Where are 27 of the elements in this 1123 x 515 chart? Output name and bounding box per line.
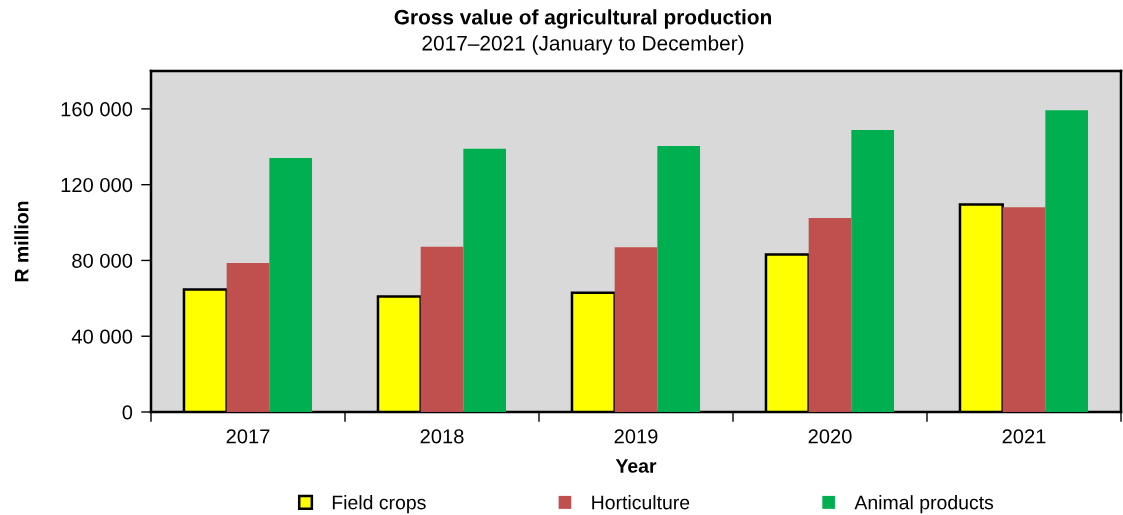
bar <box>657 146 701 412</box>
y-tick-label: 80 000 <box>72 253 133 268</box>
chart-title: Gross value of agricultural production <box>394 9 771 29</box>
bar <box>269 157 313 412</box>
y-axis-title: R million <box>14 201 29 282</box>
bar <box>226 262 270 412</box>
bar <box>808 218 852 412</box>
x-axis-title: Year <box>615 459 657 473</box>
bar <box>420 246 464 412</box>
y-tick-label: 40 000 <box>71 329 133 344</box>
legend-label: Field crops <box>332 495 426 514</box>
x-tick-label: 2021 <box>1002 429 1046 444</box>
bar <box>1002 207 1046 412</box>
bar <box>463 148 507 412</box>
x-tick-label: 2020 <box>808 429 852 444</box>
bar <box>614 247 658 412</box>
x-tick-label: 2017 <box>226 429 270 444</box>
y-tick-label: 120 000 <box>61 177 133 193</box>
y-tick-label: 0 <box>122 405 133 420</box>
y-tick-label: 160 000 <box>61 102 133 117</box>
legend-label: Animal products <box>854 495 994 514</box>
legend-label: Horticulture <box>592 495 690 510</box>
chart-subtitle: 2017–2021 (January to December) <box>422 35 744 55</box>
bar <box>851 129 895 412</box>
x-tick-label: 2018 <box>420 429 464 444</box>
bar <box>1045 110 1089 412</box>
x-tick-label: 2019 <box>614 429 658 444</box>
